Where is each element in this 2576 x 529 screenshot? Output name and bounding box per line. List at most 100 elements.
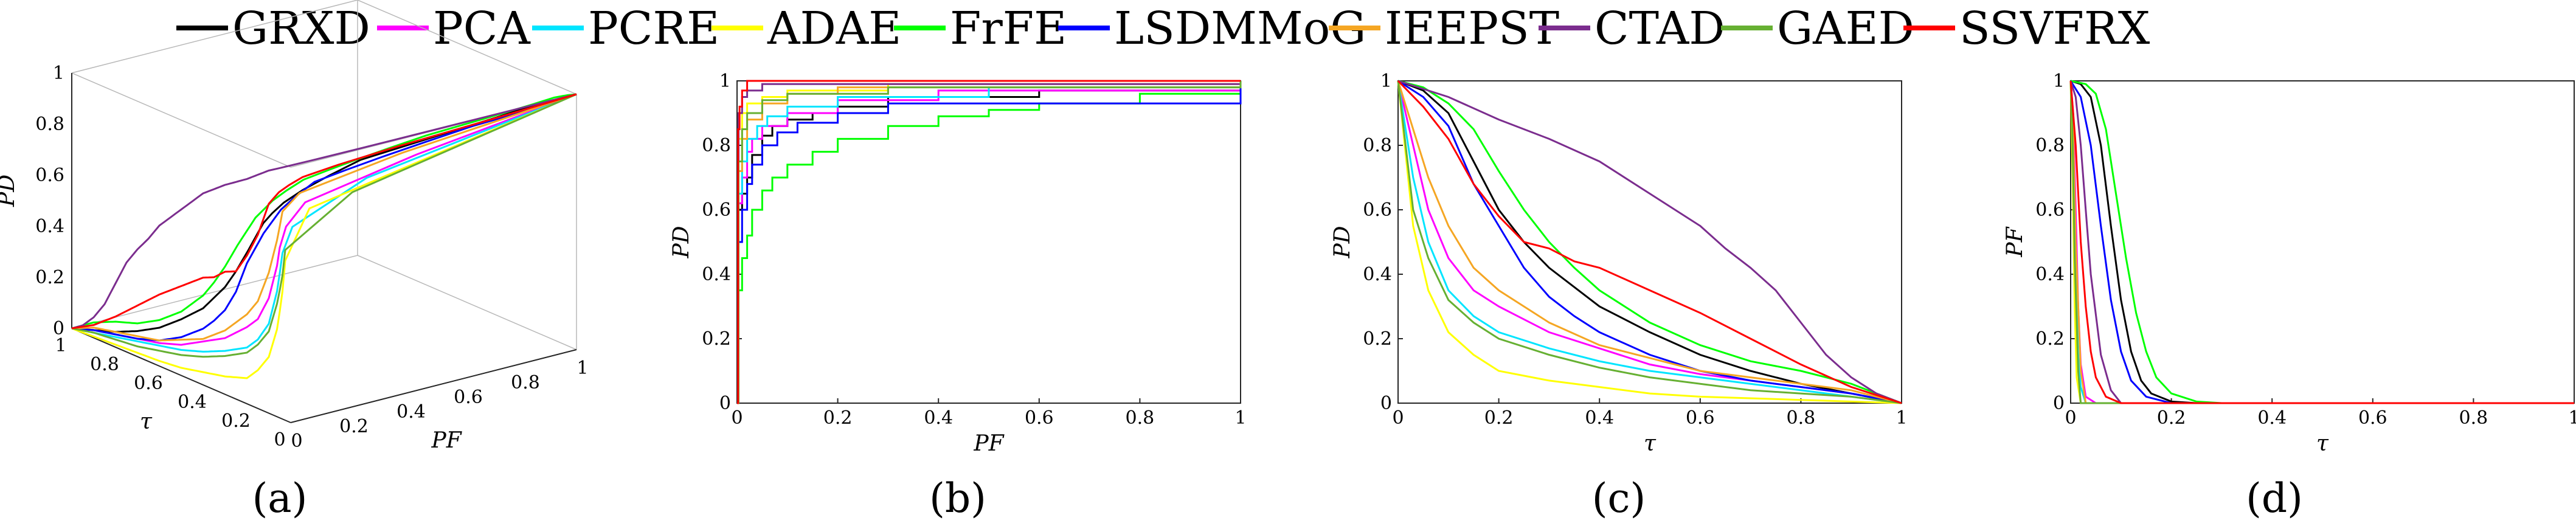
a-x-tick-label: 1 xyxy=(576,358,588,379)
b-series-pcre xyxy=(737,81,1242,404)
legend-item-lsdmmog: LSDMMoG xyxy=(1058,2,1366,55)
b-x-tick-label: 0.6 xyxy=(1025,407,1054,429)
a-pf-axis xyxy=(290,349,577,423)
legend-label-frfe: FrFE xyxy=(950,2,1067,55)
b-x-tick-label: 0.2 xyxy=(823,407,853,429)
panel-c-label: (c) xyxy=(1592,475,1646,522)
d-series-grxd xyxy=(2070,80,2574,404)
d-y-tick-label: 0.2 xyxy=(2035,328,2065,350)
a-z-tick-label: 0.4 xyxy=(35,216,64,237)
b-series-grxd xyxy=(737,81,1242,404)
d-plot-frame xyxy=(2070,80,2575,404)
legend-label-lsdmmog: LSDMMoG xyxy=(1114,2,1366,55)
c-series-grxd xyxy=(1397,80,1902,404)
legend-item-grxd: GRXD xyxy=(176,2,370,55)
legend-item-ieepst: IEEPST xyxy=(1329,2,1559,55)
legend-item-pca: PCA xyxy=(377,2,531,55)
legend-item-frfe: FrFE xyxy=(894,2,1067,55)
a-series-ctad xyxy=(71,93,577,330)
b-y-axis-label: PD xyxy=(669,226,694,258)
d-x-tick-label: 0 xyxy=(2065,407,2076,429)
legend-item-ctad: CTAD xyxy=(1539,2,1725,55)
b-series-gaed xyxy=(737,81,1242,404)
c-y-tick-label: 0.4 xyxy=(1363,264,1392,285)
b-x-axis-label: PF xyxy=(973,431,1005,456)
b-x-tick-label: 0.4 xyxy=(924,407,953,429)
panel-d-label: (d) xyxy=(2246,475,2303,522)
legend-item-gaed: GAED xyxy=(1721,2,1914,55)
legend-item-ssvfrx: SSVFRX xyxy=(1903,2,2150,55)
c-series-ssvfrx xyxy=(1397,80,1902,404)
a-series-pcre xyxy=(71,93,577,353)
a-y-tick-label: 0.4 xyxy=(178,392,207,413)
d-x-tick-label: 1 xyxy=(2568,407,2576,429)
legend-label-pcre: PCRE xyxy=(588,2,719,55)
b-x-tick-label: 0.8 xyxy=(1126,407,1155,429)
a-series-ieepst xyxy=(71,93,577,342)
a-z-tick-label: 1 xyxy=(53,63,64,84)
d-y-tick-label: 0.6 xyxy=(2035,199,2065,221)
d-x-tick-label: 0.6 xyxy=(2358,407,2387,429)
c-series-adae xyxy=(1397,80,1902,404)
a-back-edge xyxy=(71,72,291,168)
a-z-tick-label: 0 xyxy=(53,318,64,339)
b-x-tick-label: 0 xyxy=(731,407,743,429)
a-series-ssvfrx xyxy=(71,93,577,330)
a-x-tick-label: 0.2 xyxy=(339,416,369,437)
panel-c: 0 0.2 0.4 0.6 0.8 1 0 0.2 0.4 0.6 0.8 1 τ PD (c) xyxy=(1330,71,1908,522)
b-x-tick-label: 1 xyxy=(1234,407,1246,429)
legend-label-ssvfrx: SSVFRX xyxy=(1959,2,2150,55)
d-series-ieepst xyxy=(2069,80,2574,404)
d-series-pca xyxy=(2069,80,2574,404)
b-y-tick-label: 1 xyxy=(719,71,731,92)
d-series-pcre xyxy=(2069,80,2574,404)
c-x-tick-label: 0.4 xyxy=(1585,407,1614,429)
b-series-ctad xyxy=(737,81,1242,404)
c-series-pcre xyxy=(1397,80,1902,404)
c-x-tick-label: 1 xyxy=(1896,407,1907,429)
c-series-lsdmmog xyxy=(1397,80,1902,404)
a-z-tick-label: 0.6 xyxy=(35,165,64,186)
a-series-adae xyxy=(71,93,577,379)
panel-a: 0000.20.20.20.40.40.40.60.60.60.80.80.81… xyxy=(0,0,589,522)
a-x-tick-label: 0.6 xyxy=(454,387,483,408)
a-series-grxd xyxy=(71,93,577,333)
c-y-axis-label: PD xyxy=(1330,226,1355,258)
panel-b: 0 0.2 0.4 0.6 0.8 1 0 0.2 0.4 0.6 0.8 1 PF PD (b) xyxy=(669,71,1247,522)
a-x-tick-label: 0 xyxy=(291,430,302,452)
d-x-tick-label: 0.4 xyxy=(2257,407,2287,429)
d-series-lsdmmog xyxy=(2069,80,2574,404)
b-series-frfe xyxy=(737,81,1242,404)
a-y-tick-label: 0.2 xyxy=(221,410,251,432)
b-series-ssvfrx xyxy=(737,80,1241,404)
a-z-tick-label: 0.8 xyxy=(35,114,64,135)
a-series-lsdmmog xyxy=(71,93,577,342)
legend-label-ctad: CTAD xyxy=(1594,2,1725,55)
a-tick-labels: 0000.20.20.20.40.40.40.60.60.60.80.80.81… xyxy=(35,63,588,452)
legend-label-pca: PCA xyxy=(433,2,531,55)
c-y-tick-label: 0 xyxy=(1380,393,1392,414)
d-x-tick-label: 0.8 xyxy=(2459,407,2488,429)
d-series-gaed xyxy=(2069,80,2574,404)
legend-item-pcre: PCRE xyxy=(532,2,719,55)
c-series-frfe xyxy=(1397,80,1902,404)
d-series-frfe xyxy=(2070,80,2574,404)
c-x-tick-label: 0.6 xyxy=(1686,407,1715,429)
c-x-tick-label: 0.2 xyxy=(1484,407,1514,429)
b-series-adae xyxy=(737,81,1242,404)
legend-label-ieepst: IEEPST xyxy=(1385,2,1559,55)
a-y-tick-label: 0.8 xyxy=(90,354,119,375)
a-y-tick-label: 0 xyxy=(274,429,285,451)
d-y-tick-label: 0.4 xyxy=(2035,264,2065,285)
legend-item-adae: ADAE xyxy=(712,2,901,55)
a-series-gaed xyxy=(71,93,577,358)
a-series-frfe xyxy=(71,93,577,330)
c-y-tick-label: 1 xyxy=(1380,71,1392,92)
c-plot-frame xyxy=(1397,80,1902,404)
a-back-edge xyxy=(71,0,358,74)
c-y-tick-label: 0.2 xyxy=(1363,328,1392,350)
panel-a-label: (a) xyxy=(252,475,308,522)
legend-label-gaed: GAED xyxy=(1777,2,1914,55)
a-tau-axis xyxy=(71,328,291,423)
